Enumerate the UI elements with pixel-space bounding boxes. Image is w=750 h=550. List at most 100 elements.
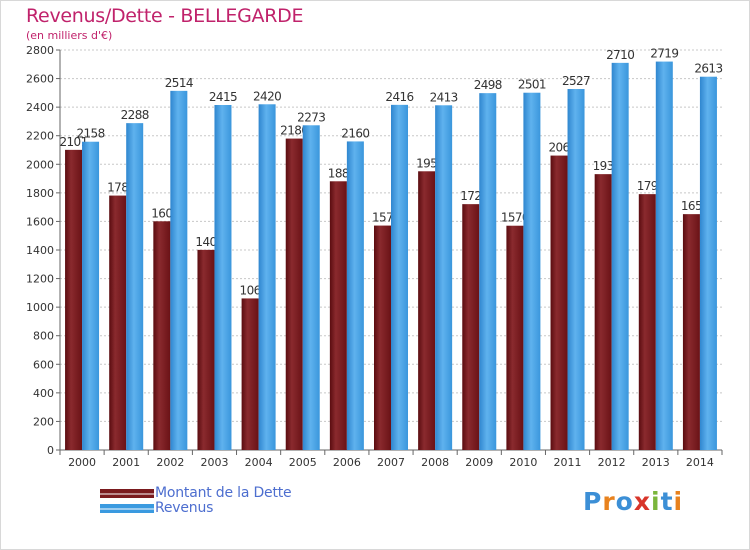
bar-dette [329,181,347,451]
y-tick-label: 2000 [26,158,54,171]
y-tick-label: 800 [33,330,54,343]
data-label-dette: 2180 [280,124,308,138]
bar-dette [153,221,171,450]
bar-revenus [82,141,100,450]
logo-letter: i [673,487,684,516]
bar-revenus [655,61,673,450]
bar-dette [638,194,656,450]
y-tick-label: 1000 [26,301,54,314]
logo-letter: i [651,487,661,516]
legend-label-revenus: Revenus [155,500,214,516]
bar-dette [241,298,259,450]
logo-letter: t [660,487,674,516]
x-tick-label: 2010 [509,456,537,469]
data-label-revenus: 2501 [518,78,546,92]
data-label-dette: 157 [372,211,393,225]
data-label-revenus: 2420 [253,89,281,103]
bar-revenus [126,123,144,451]
data-label-dette: 206 [548,141,569,155]
data-label-dette: 179 [637,179,658,193]
bar-revenus [435,105,453,451]
bar-dette [682,214,700,450]
data-label-revenus: 2498 [474,78,502,92]
data-label-dette: 140 [195,235,216,249]
data-label-dette: 188 [328,166,349,180]
data-label-revenus: 2158 [76,127,104,141]
x-tick-label: 2002 [156,456,184,469]
y-tick-label: 2800 [26,44,54,57]
proxiti-logo: Proxiti [583,487,683,516]
y-tick-label: 2200 [26,130,54,143]
bar-dette [65,149,83,450]
legend-label-dette: Montant de la Dette [155,485,292,501]
data-label-revenus: 2413 [430,90,458,104]
x-tick-label: 2014 [686,456,714,469]
y-tick-label: 600 [33,358,54,371]
bar-dette [109,195,127,450]
data-label-revenus: 2719 [650,47,678,61]
y-tick-label: 200 [33,415,54,428]
logo-letter: r [602,487,616,516]
x-tick-label: 2005 [289,456,317,469]
data-label-revenus: 2273 [297,110,325,124]
data-label-dette: 165 [681,199,702,213]
x-tick-label: 2013 [642,456,670,469]
data-label-revenus: 2514 [165,76,193,90]
legend-swatch-dette [100,489,154,498]
data-label-revenus: 2288 [121,108,149,122]
bar-dette [594,174,612,450]
bar-revenus [523,92,541,450]
x-tick-label: 2012 [598,456,626,469]
data-label-revenus: 2416 [385,90,413,104]
legend-swatch-revenus [100,504,154,513]
bar-dette [462,204,480,450]
x-tick-label: 2004 [245,456,273,469]
data-label-dette: 2101 [59,135,87,149]
logo-letter: P [583,487,603,516]
y-tick-label: 1200 [26,273,54,286]
bar-revenus [611,62,629,450]
data-label-revenus: 2415 [209,90,237,104]
bar-revenus [346,141,364,450]
chart-subtitle: (en milliers d'€) [26,29,113,42]
bar-revenus [170,90,188,450]
logo-letter: x [633,487,651,516]
data-label-dette: 106 [240,283,261,297]
bar-dette [506,225,524,450]
bar-revenus [567,89,585,450]
logo-letter: o [615,487,634,516]
y-tick-label: 2400 [26,101,54,114]
data-label-revenus: 2710 [606,48,634,62]
data-label-dette: 193 [593,159,614,173]
data-label-dette: 1570 [501,211,529,225]
bar-dette [374,225,391,450]
bar-revenus [258,104,276,451]
x-tick-label: 2003 [200,456,228,469]
chart-title: Revenus/Dette - BELLEGARDE [26,5,304,27]
bar-dette [550,155,568,451]
x-tick-label: 2007 [377,456,405,469]
bar-dette [418,171,436,451]
data-label-revenus: 2527 [562,74,590,88]
bar-revenus [214,105,232,450]
x-tick-label: 2008 [421,456,449,469]
x-tick-label: 2001 [112,456,140,469]
bar-revenus [302,125,320,451]
y-tick-label: 1800 [26,187,54,200]
y-tick-label: 0 [47,444,54,457]
data-label-dette: 172 [460,189,481,203]
data-label-dette: 178 [107,181,128,195]
x-tick-label: 2011 [554,456,582,469]
bar-revenus [479,93,497,451]
data-label-dette: 195 [416,156,437,170]
x-tick-label: 2006 [333,456,361,469]
x-tick-label: 2000 [68,456,96,469]
bar-dette [197,249,215,450]
y-tick-label: 2600 [26,73,54,86]
data-label-dette: 160 [151,206,172,220]
y-tick-label: 400 [33,387,54,400]
y-tick-label: 1600 [26,215,54,228]
bar-revenus [391,104,408,450]
data-label-revenus: 2160 [341,126,369,140]
